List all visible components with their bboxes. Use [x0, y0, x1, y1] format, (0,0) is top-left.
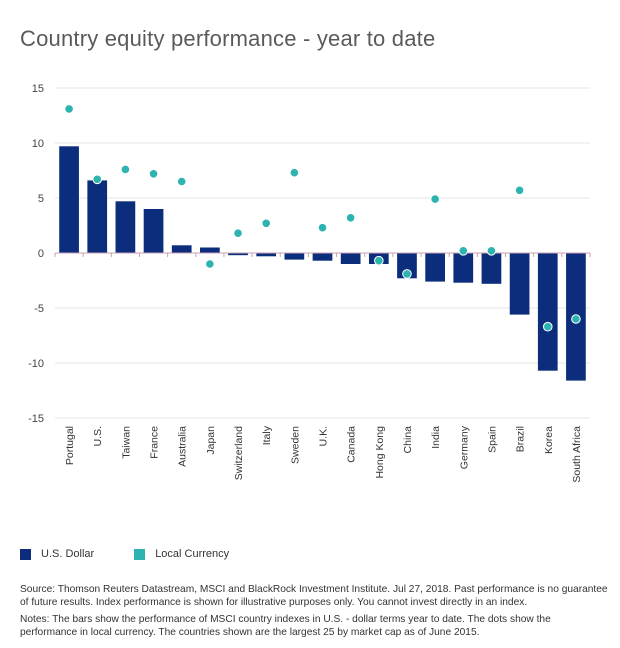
bar-japan: [200, 247, 220, 253]
y-tick-label-4: 5: [38, 193, 44, 205]
x-tick-label-13: India: [430, 426, 442, 449]
bar-china: [397, 253, 417, 279]
source-note: Source: Thomson Reuters Datastream, MSCI…: [20, 584, 608, 608]
bar-italy: [256, 253, 277, 257]
dot-sweden: [289, 167, 300, 178]
dot-germany: [458, 246, 469, 256]
legend-swatch-local: [134, 548, 146, 560]
x-tick-label-5: Japan: [205, 426, 217, 455]
bar-sweden: [284, 253, 305, 260]
y-tick-label-0: -15: [28, 413, 44, 425]
dot-u-k-: [317, 222, 328, 233]
bar-india: [425, 253, 445, 282]
x-tick-label-1: U.S.: [92, 426, 104, 446]
bar-u-s-: [87, 180, 108, 253]
bar-canada: [340, 253, 361, 264]
chart-legend: U.S. Dollar Local Currency: [20, 548, 269, 560]
bar-u-k-: [312, 253, 333, 261]
label-layer: -15 -10 -5 0 5 10 15 Portugal U.S. Taiwan France Au…: [28, 83, 583, 483]
y-tick-label-2: -5: [34, 303, 44, 315]
dot-canada: [345, 213, 356, 223]
y-tick-label-1: -10: [28, 358, 44, 370]
x-tick-label-16: Brazil: [515, 426, 527, 452]
x-tick-label-6: Switzerland: [233, 426, 245, 480]
x-tick-label-12: China: [402, 426, 414, 454]
legend-item-local: Local Currency: [134, 548, 229, 560]
chart-title: Country equity performance - year to dat…: [20, 26, 436, 51]
legend-label-usd: U.S. Dollar: [41, 548, 95, 560]
x-tick-label-9: U.K.: [318, 426, 330, 446]
x-tick-label-15: Spain: [486, 426, 498, 453]
y-tick-label-6: 15: [32, 83, 44, 95]
x-tick-label-3: France: [149, 426, 161, 459]
x-tick-label-11: Hong Kong: [374, 426, 386, 479]
dot-korea: [542, 321, 553, 332]
y-tick-label-3: 0: [38, 248, 44, 260]
dot-u-s-: [92, 174, 103, 185]
equity-performance-chart: -15 -10 -5 0 5 10 15 Portugal U.S. Taiwan France Au…: [28, 83, 591, 483]
dot-south-africa: [571, 314, 581, 324]
dot-taiwan: [120, 164, 131, 175]
x-tick-label-8: Sweden: [289, 426, 301, 464]
bar-brazil: [509, 253, 530, 315]
dot-china: [402, 269, 412, 279]
bar-layer: [59, 146, 586, 381]
dot-spain: [486, 246, 497, 256]
dot-switzerland: [233, 228, 243, 238]
x-tick-label-17: Korea: [543, 426, 555, 454]
x-tick-label-2: Taiwan: [120, 426, 132, 459]
bar-taiwan: [115, 201, 136, 253]
dot-japan: [205, 259, 215, 269]
axis-layer: [54, 252, 591, 257]
notes-text: Notes: The bars show the performance of …: [20, 614, 551, 638]
bar-portugal: [59, 146, 79, 253]
dot-hong-kong: [374, 255, 384, 266]
dot-australia: [176, 176, 187, 187]
dot-italy: [261, 218, 271, 229]
legend-item-usd: U.S. Dollar: [20, 548, 94, 560]
bar-france: [143, 209, 164, 253]
x-tick-label-10: Canada: [346, 426, 358, 463]
legend-label-local: Local Currency: [155, 548, 230, 560]
grid-layer: [55, 87, 590, 419]
bar-korea: [537, 253, 558, 371]
bar-spain: [481, 253, 502, 284]
dot-layer: [64, 104, 581, 332]
y-tick-label-5: 10: [32, 138, 44, 150]
dot-portugal: [64, 104, 74, 114]
dot-brazil: [514, 185, 525, 196]
x-tick-label-4: Australia: [177, 426, 189, 467]
bar-germany: [453, 253, 474, 283]
x-tick-label-18: South Africa: [571, 426, 583, 483]
x-tick-label-14: Germany: [458, 425, 470, 469]
x-tick-label-7: Italy: [261, 425, 273, 445]
bar-australia: [171, 245, 192, 253]
legend-swatch-usd: [20, 548, 31, 560]
dot-india: [430, 194, 440, 204]
bar-switzerland: [228, 253, 248, 256]
x-tick-label-0: Portugal: [64, 426, 76, 465]
dot-france: [148, 169, 159, 179]
